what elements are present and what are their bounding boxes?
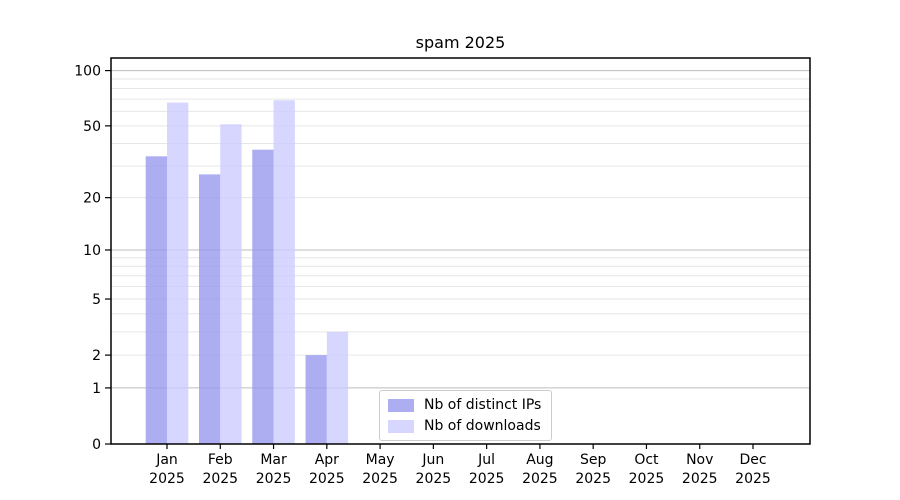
bar-nb-of-downloads-mar bbox=[273, 100, 295, 445]
chart-title: spam 2025 bbox=[415, 33, 506, 52]
y-tick-label: 100 bbox=[74, 64, 101, 80]
y-tick-label: 5 bbox=[92, 292, 101, 308]
y-tick-label: 50 bbox=[83, 119, 101, 135]
y-tick-label: 1 bbox=[92, 381, 101, 397]
x-tick-label-oct: Oct 2025 bbox=[629, 452, 665, 487]
legend-swatch-downloads bbox=[388, 419, 414, 433]
x-tick-label-aug: Aug 2025 bbox=[522, 452, 558, 487]
y-tick-label: 10 bbox=[83, 243, 101, 259]
legend-item-downloads: Nb of downloads bbox=[388, 418, 541, 434]
legend-label-distinct-ips: Nb of distinct IPs bbox=[424, 397, 542, 413]
bar-nb-of-distinct-ips-apr bbox=[305, 355, 327, 444]
bar-nb-of-downloads-apr bbox=[326, 331, 349, 444]
x-tick-label-nov: Nov 2025 bbox=[682, 452, 718, 487]
legend-swatch-distinct-ips bbox=[388, 398, 414, 412]
x-tick-label-apr: Apr 2025 bbox=[309, 452, 345, 487]
x-tick-label-dec: Dec 2025 bbox=[735, 452, 771, 487]
bar-nb-of-distinct-ips-jan bbox=[145, 156, 167, 445]
x-tick-label-jun: Jun 2025 bbox=[416, 452, 452, 487]
x-tick-label-feb: Feb 2025 bbox=[202, 452, 238, 487]
x-tick-label-jan: Jan 2025 bbox=[149, 452, 185, 487]
legend: Nb of distinct IPs Nb of downloads bbox=[379, 390, 553, 441]
y-tick-label: 0 bbox=[92, 437, 101, 453]
y-tick-label: 20 bbox=[83, 191, 101, 207]
x-tick-label-may: May 2025 bbox=[362, 452, 398, 487]
axes-frame bbox=[110, 57, 811, 445]
x-tick-label-sep: Sep 2025 bbox=[575, 452, 611, 487]
bar-nb-of-distinct-ips-mar bbox=[252, 149, 274, 444]
x-tick-label-jul: Jul 2025 bbox=[469, 452, 505, 487]
legend-label-downloads: Nb of downloads bbox=[424, 418, 541, 434]
y-tick-label: 2 bbox=[92, 348, 101, 364]
bar-nb-of-downloads-jan bbox=[167, 102, 189, 444]
x-tick-label-mar: Mar 2025 bbox=[256, 452, 292, 487]
legend-item-distinct-ips: Nb of distinct IPs bbox=[388, 397, 541, 413]
bar-nb-of-distinct-ips-feb bbox=[198, 174, 221, 444]
bar-nb-of-downloads-feb bbox=[220, 124, 242, 444]
